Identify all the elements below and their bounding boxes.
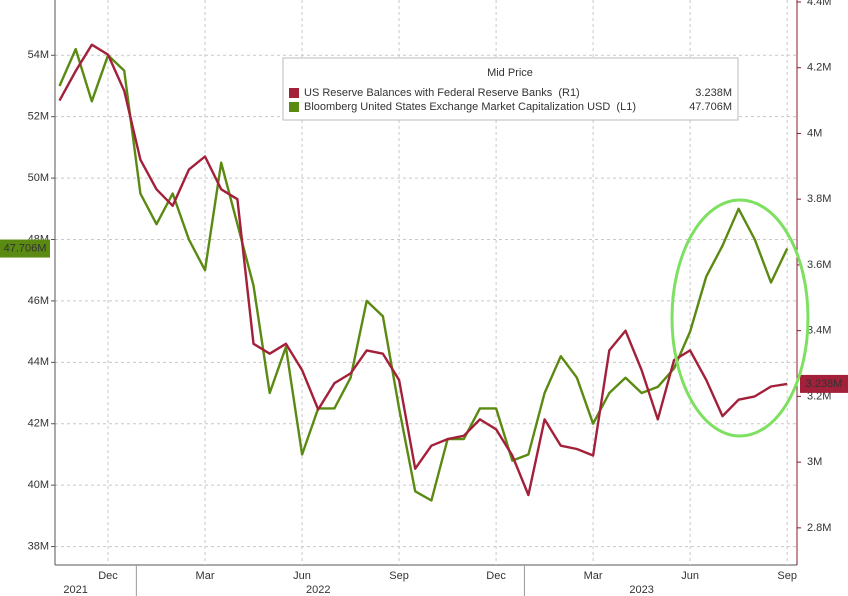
y2-tick-label: 2.8M [807, 522, 831, 534]
legend-box [282, 57, 739, 121]
y2-tick-label: 4.2M [807, 62, 831, 74]
x-year-label: 2021 [63, 584, 87, 596]
y-tick-label: 46M [28, 295, 49, 307]
last-value-tag [800, 374, 848, 393]
highlight-ellipse [670, 198, 810, 438]
legend-value: 3.238M [695, 87, 732, 99]
legend: Mid Price US Reserve Balances with Feder… [282, 57, 739, 121]
y2-tick-label: 4M [807, 127, 822, 139]
last-value-tag [0, 239, 50, 258]
x-tick-label: Dec [486, 570, 506, 582]
series-line [58, 43, 788, 497]
y-tick-label: 50M [28, 172, 49, 184]
x-year-label: 2023 [629, 584, 653, 596]
x-tick-label: Mar [196, 570, 215, 582]
last-value-label: 3.238M [806, 378, 843, 390]
y2-tick-label: 4.4M [807, 0, 831, 8]
legend-title: Mid Price [487, 67, 533, 79]
x-tick-label: Dec [98, 570, 118, 582]
legend-swatch [289, 88, 299, 98]
last-value-label: 47.706M [4, 242, 47, 254]
y-tick-label: 38M [28, 540, 49, 552]
legend-value: 47.706M [689, 101, 732, 113]
x-tick-label: Mar [584, 570, 603, 582]
y2-tick-label: 3M [807, 456, 822, 468]
x-tick-label: Jun [293, 570, 311, 582]
x-tick-label: Sep [389, 570, 409, 582]
y2-tick-label: 3.8M [807, 193, 831, 205]
y-tick-label: 42M [28, 418, 49, 430]
y-tick-label: 54M [28, 49, 49, 61]
legend-swatch [289, 102, 299, 112]
y2-tick-label: 3.2M [807, 390, 831, 402]
y-tick-label: 44M [28, 356, 49, 368]
legend-label: US Reserve Balances with Federal Reserve… [304, 87, 580, 99]
series-line [58, 47, 789, 502]
x-tick-label: Sep [777, 570, 797, 582]
x-year-label: 2022 [306, 584, 330, 596]
y2-tick-label: 3.6M [807, 259, 831, 271]
legend-label: Bloomberg United States Exchange Market … [304, 101, 636, 113]
y-tick-label: 52M [28, 111, 49, 123]
x-tick-label: Jun [681, 570, 699, 582]
y-tick-label: 40M [28, 479, 49, 491]
y2-tick-label: 3.4M [807, 325, 831, 337]
